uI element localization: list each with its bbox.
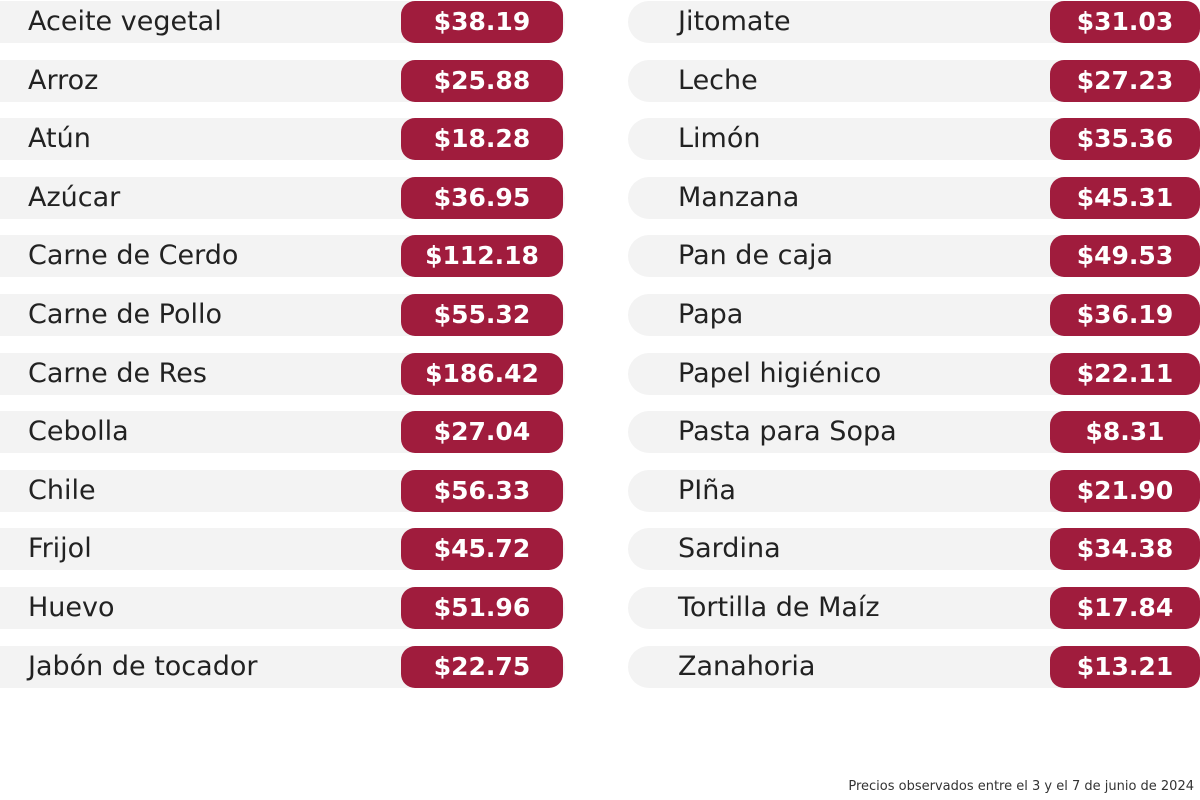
item-price: $55.32 [401, 294, 563, 336]
item-name: PIña [678, 474, 736, 506]
item-price: $112.18 [401, 235, 563, 278]
item-price: $27.23 [1050, 59, 1200, 102]
item-name: Pan de caja [678, 240, 834, 272]
price-row: Pan de caja $49.53 [628, 235, 1200, 278]
item-price: $45.72 [401, 528, 563, 571]
price-row: PIña $21.90 [628, 469, 1200, 512]
item-price: $22.75 [401, 645, 563, 688]
price-row: Arroz $25.88 [0, 59, 565, 102]
item-price: $36.95 [401, 176, 563, 219]
item-price: $45.31 [1050, 176, 1200, 219]
item-price: $36.19 [1050, 294, 1200, 336]
price-row: Carne de Cerdo $112.18 [0, 235, 565, 278]
price-row: Leche $27.23 [628, 59, 1200, 102]
price-row: Papel higiénico $22.11 [628, 352, 1200, 395]
item-price: $35.36 [1050, 118, 1200, 161]
item-name: Carne de Res [28, 357, 207, 389]
price-row: Cebolla $27.04 [0, 411, 565, 454]
item-price: $186.42 [401, 352, 563, 395]
item-price: $51.96 [401, 587, 563, 629]
price-row: Limón $35.36 [628, 118, 1200, 161]
price-row: Carne de Res $186.42 [0, 352, 565, 395]
price-row: Jabón de tocador $22.75 [0, 645, 565, 688]
item-name: Jabón de tocador [28, 650, 258, 682]
price-row: Frijol $45.72 [0, 528, 565, 571]
item-name: Zanahoria [678, 650, 816, 682]
price-row: Papa $36.19 [628, 294, 1200, 336]
item-name: Leche [678, 64, 758, 96]
item-name: Huevo [28, 592, 115, 623]
item-price: $38.19 [401, 1, 563, 43]
item-name: Frijol [28, 533, 92, 565]
price-row: Aceite vegetal $38.19 [0, 1, 565, 43]
item-price: $31.03 [1050, 1, 1200, 43]
item-name: Manzana [678, 181, 800, 213]
item-price: $34.38 [1050, 528, 1200, 571]
price-row: Huevo $51.96 [0, 587, 565, 629]
item-name: Cebolla [28, 416, 129, 448]
item-name: Papa [678, 299, 744, 330]
price-row: Manzana $45.31 [628, 176, 1200, 219]
item-name: Jitomate [678, 6, 791, 37]
item-price: $18.28 [401, 118, 563, 161]
item-price: $17.84 [1050, 587, 1200, 629]
price-row: Carne de Pollo $55.32 [0, 294, 565, 336]
price-row: Sardina $34.38 [628, 528, 1200, 571]
item-name: Tortilla de Maíz [678, 592, 880, 623]
item-name: Carne de Cerdo [28, 240, 239, 272]
footnote: Precios observados entre el 3 y el 7 de … [848, 779, 1194, 794]
price-row: Chile $56.33 [0, 469, 565, 512]
item-name: Aceite vegetal [28, 6, 222, 37]
item-name: Carne de Pollo [28, 299, 223, 330]
price-row: Azúcar $36.95 [0, 176, 565, 219]
item-price: $22.11 [1050, 352, 1200, 395]
item-name: Chile [28, 474, 96, 506]
item-price: $8.31 [1050, 411, 1200, 454]
item-price: $49.53 [1050, 235, 1200, 278]
item-name: Azúcar [28, 181, 121, 213]
price-row: Zanahoria $13.21 [628, 645, 1200, 688]
price-row: Jitomate $31.03 [628, 1, 1200, 43]
price-row: Tortilla de Maíz $17.84 [628, 587, 1200, 629]
item-name: Limón [678, 123, 761, 155]
item-name: Pasta para Sopa [678, 416, 897, 448]
item-price: $21.90 [1050, 469, 1200, 512]
item-price: $25.88 [401, 59, 563, 102]
item-price: $13.21 [1050, 645, 1200, 688]
item-name: Arroz [28, 64, 99, 96]
item-name: Sardina [678, 533, 781, 565]
price-row: Atún $18.28 [0, 118, 565, 161]
item-price: $56.33 [401, 469, 563, 512]
item-name: Papel higiénico [678, 357, 882, 389]
item-name: Atún [28, 123, 91, 155]
item-price: $27.04 [401, 411, 563, 454]
price-row: Pasta para Sopa $8.31 [628, 411, 1200, 454]
